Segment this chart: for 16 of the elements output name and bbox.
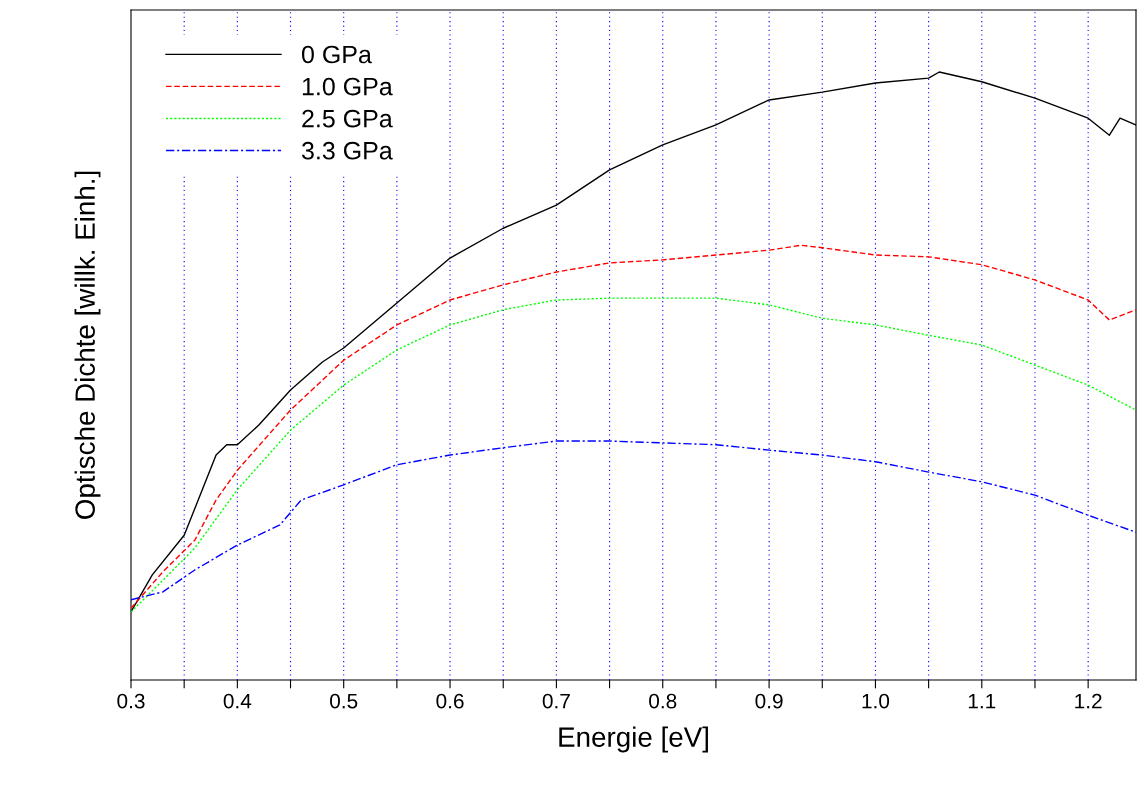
x-tick-label: 0.8: [649, 693, 677, 709]
x-tick-label: 0.9: [755, 693, 783, 709]
x-tick-label: 1.2: [1075, 693, 1102, 709]
x-tick-label: 1.0: [862, 693, 890, 709]
x-tick-label: 0.3: [117, 693, 145, 709]
legend-label: 2.5 GPa: [302, 109, 393, 128]
x-tick-label: 1.1: [968, 693, 996, 709]
x-axis-title: Energie [eV]: [559, 726, 708, 753]
x-tick-label: 0.4: [223, 693, 252, 709]
x-tick-label: 0.7: [542, 693, 570, 709]
legend-label: 3.3 GPa: [301, 141, 393, 160]
x-tick-label: 0.5: [330, 693, 358, 709]
legend-label: 0 GPa: [301, 45, 372, 64]
y-axis-title: Optische Dichte [willk. Einh.]: [74, 171, 101, 519]
legend-label: 1.0 GPa: [302, 77, 393, 96]
x-tick-label: 0.6: [436, 693, 464, 709]
